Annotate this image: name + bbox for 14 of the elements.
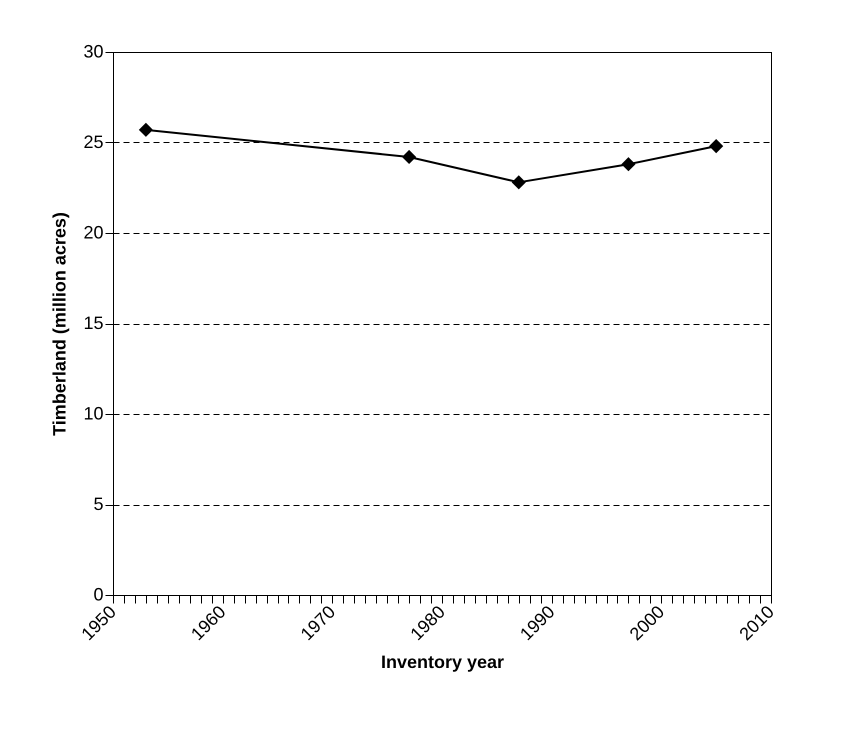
point — [402, 150, 416, 164]
y-tick-label: 10 — [83, 404, 104, 424]
point — [138, 122, 153, 137]
y-tick-label: 20 — [83, 222, 104, 242]
x-axis-title: Inventory year — [380, 652, 504, 672]
y-tick-label: 25 — [83, 132, 104, 152]
y-tick-label: 0 — [93, 584, 104, 604]
point — [709, 139, 724, 154]
y-tick-label: 15 — [83, 313, 104, 333]
point — [512, 175, 526, 190]
y-axis-title: Timberland (million acres) — [49, 212, 70, 436]
point — [621, 157, 636, 172]
y-tick-label: 5 — [93, 494, 104, 514]
y-tick-label: 30 — [83, 42, 104, 62]
